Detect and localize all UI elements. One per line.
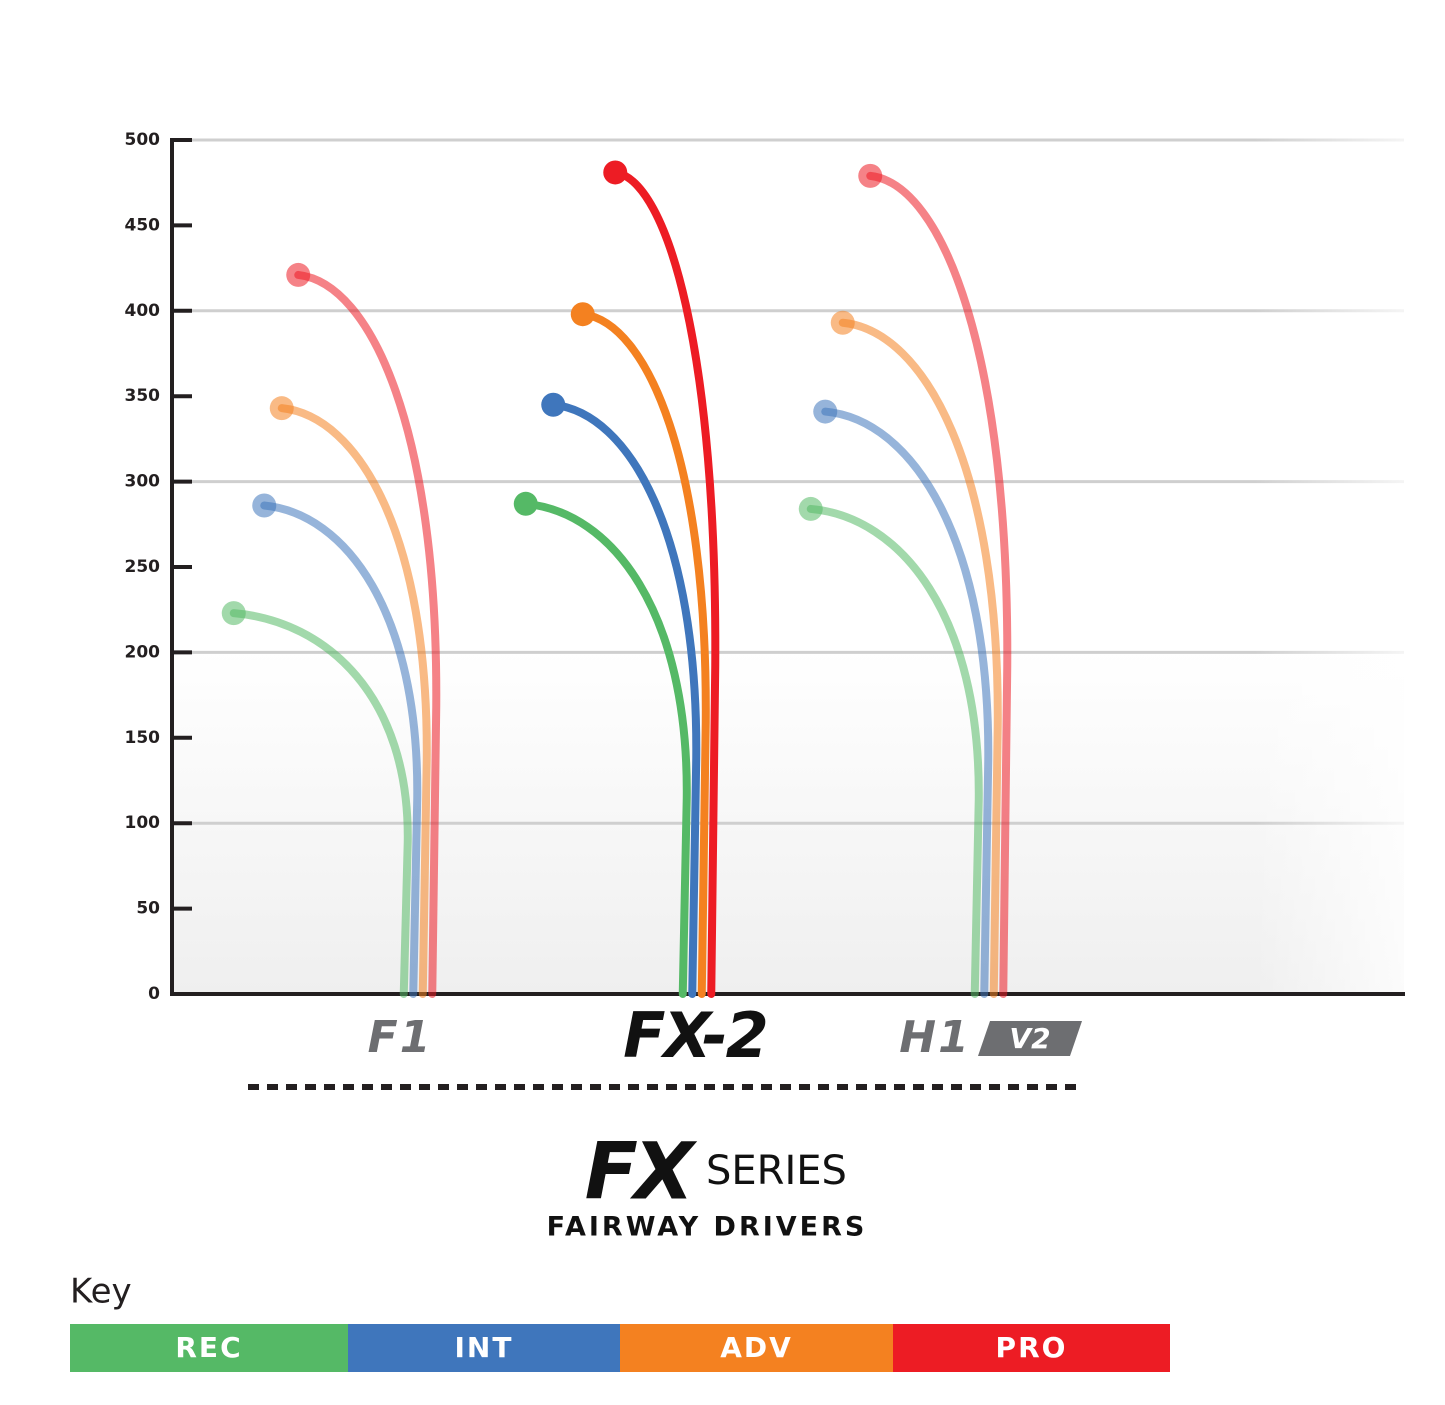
chart-title: SERIES [706, 1148, 847, 1194]
flight-path [277, 404, 431, 998]
legend-label: INT [455, 1331, 514, 1364]
y-tick-label: 500 [125, 130, 161, 150]
flight-start [541, 392, 566, 417]
chart-subtitle: FAIRWAY DRIVERS [547, 1212, 868, 1243]
fade [174, 130, 1445, 1000]
title-mark: FX [585, 1127, 698, 1217]
legend-swatch [893, 1324, 1170, 1372]
flight-start [570, 302, 595, 327]
x-tick-label: F1 [368, 1012, 433, 1063]
y-tick-label: 200 [125, 642, 161, 662]
flight-start [513, 491, 538, 516]
y-tick-label: 250 [125, 557, 161, 577]
flight-start [603, 160, 628, 185]
flight-path [611, 168, 720, 998]
y-tick-label: 0 [148, 984, 160, 1004]
y-tick-label: 400 [125, 301, 161, 321]
flight-path [821, 407, 993, 998]
flight-path [229, 609, 412, 998]
y-tick-label: 300 [125, 472, 161, 492]
flight-path [838, 318, 1002, 998]
legend-label: REC [175, 1331, 242, 1364]
y-tick-label: 150 [125, 728, 161, 748]
flight-path [866, 171, 1012, 998]
flight-start [858, 163, 883, 188]
flight-path [806, 504, 983, 998]
flight-start [221, 601, 246, 626]
flight-path [260, 501, 422, 998]
flight-path [521, 499, 691, 998]
legend-title: Key [70, 1272, 132, 1312]
legend-label: PRO [996, 1331, 1068, 1364]
y-tick-label: 100 [125, 813, 161, 833]
flight-path [549, 400, 701, 998]
flight-start [286, 262, 311, 287]
legend-label: ADV [720, 1331, 793, 1364]
x-tick-label: H1 [899, 1012, 970, 1063]
flight-start [252, 493, 277, 518]
legend-swatch [70, 1324, 348, 1372]
flight-path [294, 270, 441, 998]
y-tick-label: 50 [136, 899, 160, 919]
badge-bg [978, 1021, 1082, 1056]
x-tick-badge: V2 [1009, 1022, 1050, 1055]
y-tick-label: 450 [125, 215, 161, 235]
legend-swatch [620, 1324, 893, 1372]
y-tick-label: 350 [125, 386, 161, 406]
flight-start [830, 310, 855, 335]
flight-path [578, 310, 710, 998]
flight-start [269, 396, 294, 421]
legend-swatch [348, 1324, 620, 1372]
flight-start [798, 496, 823, 521]
x-tick-label: FX-2 [623, 999, 767, 1072]
flight-start [813, 399, 838, 424]
